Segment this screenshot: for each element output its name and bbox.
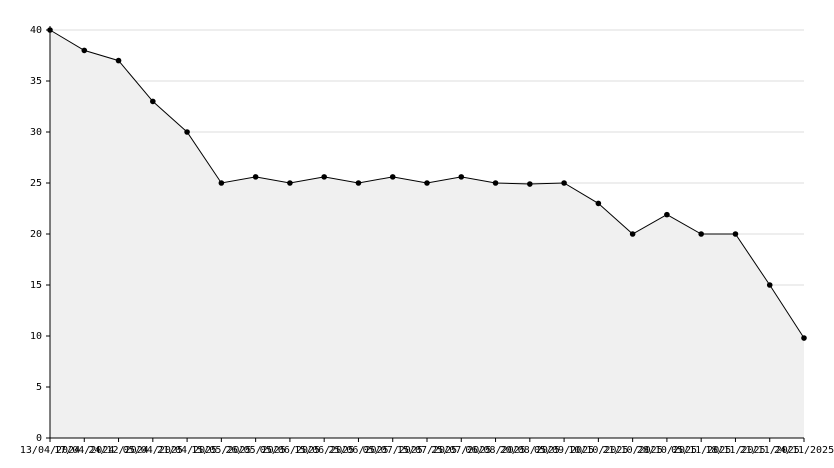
point bbox=[732, 231, 739, 237]
point bbox=[321, 174, 327, 180]
point bbox=[115, 57, 122, 64]
x-tick-label: 15/07/2025 bbox=[397, 445, 457, 456]
x-tick-label: 21/10/2025 bbox=[603, 445, 663, 456]
x-tick-label: 10/10/2025 bbox=[568, 445, 628, 456]
area bbox=[50, 30, 804, 438]
point bbox=[595, 200, 602, 207]
x-tick-label: 05/11/2025 bbox=[671, 445, 731, 456]
point bbox=[561, 180, 567, 186]
y-tick-label: 40 bbox=[30, 25, 42, 36]
x-tick-label: 24/12/2024 bbox=[88, 445, 148, 456]
point bbox=[698, 231, 704, 237]
x-tick-label: 05/07/2025 bbox=[363, 445, 423, 456]
x-tick-label: 21/11/2025 bbox=[740, 445, 800, 456]
point bbox=[424, 180, 430, 186]
point bbox=[458, 174, 465, 180]
y-tick-label: 15 bbox=[30, 280, 42, 291]
y-tick-label: 20 bbox=[30, 229, 42, 240]
x-tick-label: 15/05/2025 bbox=[191, 445, 251, 456]
x-tick-label: 05/04/2025 bbox=[123, 445, 183, 456]
y-tick-label: 30 bbox=[30, 127, 42, 138]
point bbox=[664, 211, 670, 218]
x-tick-label: 25/07/2025 bbox=[431, 445, 491, 456]
point bbox=[184, 129, 190, 135]
x-tick-label: 28/10/2025 bbox=[637, 445, 697, 456]
point bbox=[81, 47, 88, 54]
point bbox=[766, 282, 773, 288]
x-tick-label: 13/04/2024 bbox=[20, 445, 80, 456]
x-tick-label: 18/11/2025 bbox=[705, 445, 765, 456]
y-tick-label: 5 bbox=[36, 382, 42, 393]
x-tick-label: 15/06/2025 bbox=[294, 445, 354, 456]
point bbox=[629, 231, 636, 237]
x-tick-label: 06/08/2025 bbox=[465, 445, 525, 456]
x-tick-label: 17/04/2024 bbox=[54, 445, 114, 456]
x-tick-label: 25/06/2025 bbox=[328, 445, 388, 456]
x-tick-label: 24/11/2025 bbox=[774, 445, 834, 456]
point bbox=[252, 174, 259, 180]
x-tick-label: 20/08/2025 bbox=[500, 445, 560, 456]
y-tick-label: 10 bbox=[30, 331, 42, 342]
x-tick-label: 05/06/2025 bbox=[260, 445, 320, 456]
point bbox=[492, 180, 499, 186]
point bbox=[389, 174, 396, 180]
point bbox=[218, 180, 225, 186]
point bbox=[527, 181, 533, 187]
point bbox=[150, 98, 156, 105]
x-tick-label: 05/09/2025 bbox=[534, 445, 594, 456]
y-tick-label: 25 bbox=[30, 178, 42, 189]
point bbox=[287, 180, 293, 186]
point bbox=[355, 180, 362, 186]
y-tick-label: 0 bbox=[36, 433, 42, 444]
y-tick-label: 35 bbox=[30, 76, 42, 87]
x-tick-label: 21/04/2025 bbox=[157, 445, 217, 456]
point bbox=[801, 335, 807, 341]
x-tick-label: 26/05/2025 bbox=[226, 445, 286, 456]
